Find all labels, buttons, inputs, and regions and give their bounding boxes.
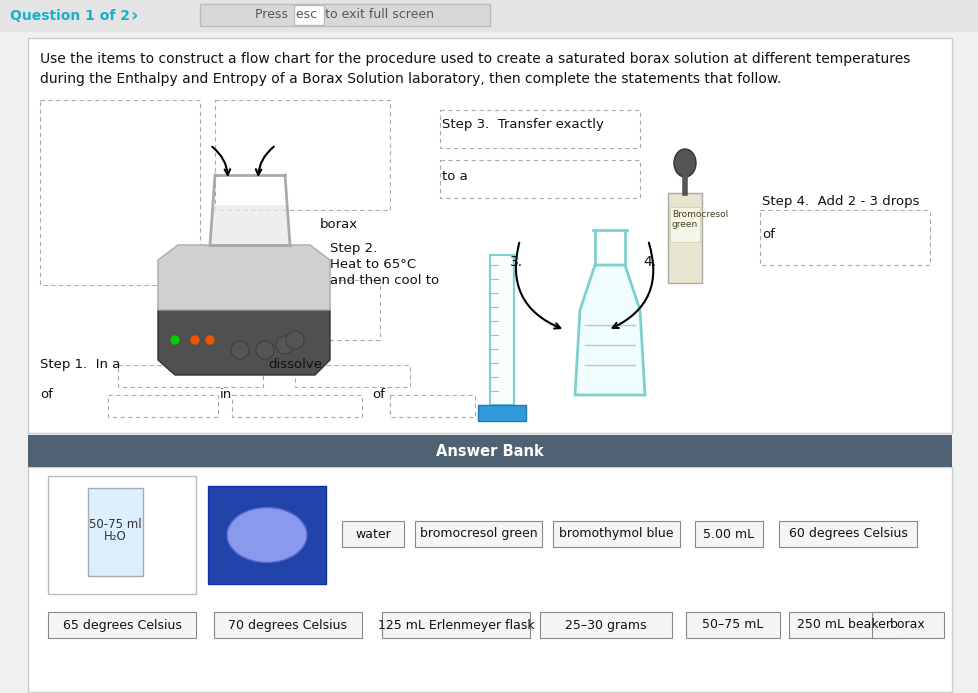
Circle shape	[191, 336, 199, 344]
Bar	[381, 612, 529, 638]
Bar	[778, 521, 916, 547]
Bar	[415, 521, 542, 547]
Polygon shape	[574, 265, 645, 395]
Text: bromothymol blue: bromothymol blue	[558, 527, 673, 541]
Text: 50-75 ml: 50-75 ml	[89, 518, 141, 531]
Bar	[0, 0, 978, 32]
Circle shape	[276, 336, 293, 354]
Text: 60 degrees Celsius: 60 degrees Celsius	[787, 527, 907, 541]
Bar	[232, 395, 362, 417]
Text: borax: borax	[889, 618, 925, 631]
Bar	[439, 110, 640, 148]
Text: of: of	[40, 388, 53, 401]
Text: Use the items to construct a flow chart for the procedure used to create a satur: Use the items to construct a flow chart …	[40, 52, 910, 66]
Text: Bromocresol
green: Bromocresol green	[671, 210, 728, 229]
Bar	[118, 365, 263, 387]
Text: of: of	[761, 228, 774, 241]
Text: borax: borax	[320, 218, 358, 231]
Text: Step 3.  Transfer exactly: Step 3. Transfer exactly	[441, 118, 603, 131]
Text: Question 1 of 2: Question 1 of 2	[10, 9, 130, 23]
Text: Step 1.  In a: Step 1. In a	[40, 358, 120, 371]
Bar	[553, 521, 680, 547]
Bar	[341, 521, 404, 547]
Bar	[667, 193, 701, 283]
Text: and then cool to: and then cool to	[330, 274, 439, 287]
Polygon shape	[157, 245, 330, 310]
Bar	[214, 612, 362, 638]
Text: 3.: 3.	[510, 255, 522, 269]
Text: during the Enthalpy and Entropy of a Borax Solution laboratory, then complete th: during the Enthalpy and Entropy of a Bor…	[40, 72, 780, 86]
Bar	[293, 5, 324, 25]
Text: 250 mL beaker: 250 mL beaker	[796, 618, 890, 631]
Text: to a: to a	[441, 170, 467, 183]
Bar	[759, 210, 929, 265]
Text: Heat to 65°C: Heat to 65°C	[330, 258, 416, 271]
FancyBboxPatch shape	[88, 488, 143, 576]
Text: Press  esc  to exit full screen: Press esc to exit full screen	[255, 8, 434, 21]
Text: in: in	[220, 388, 232, 401]
Text: bromocresol green: bromocresol green	[420, 527, 537, 541]
Bar	[477, 405, 525, 421]
Ellipse shape	[227, 507, 307, 563]
Text: 25–30 grams: 25–30 grams	[564, 618, 646, 631]
Polygon shape	[210, 205, 289, 245]
Bar	[389, 395, 474, 417]
Bar	[200, 4, 490, 26]
Bar	[439, 160, 640, 198]
Text: 125 mL Erlenmeyer flask: 125 mL Erlenmeyer flask	[378, 618, 534, 631]
Bar	[669, 207, 699, 242]
Bar	[490, 255, 513, 405]
Bar	[230, 280, 379, 340]
Polygon shape	[157, 310, 330, 375]
Text: 70 degrees Celsius: 70 degrees Celsius	[228, 618, 347, 631]
Ellipse shape	[673, 149, 695, 177]
Text: H₂O: H₂O	[104, 531, 126, 543]
Text: 50–75 mL: 50–75 mL	[701, 618, 763, 631]
Circle shape	[171, 336, 179, 344]
Bar	[108, 395, 218, 417]
Bar	[28, 435, 951, 467]
Circle shape	[205, 336, 214, 344]
Text: Step 2.: Step 2.	[330, 242, 377, 255]
Bar	[686, 612, 779, 638]
Bar	[207, 486, 326, 584]
Text: Step 4.  Add 2 - 3 drops: Step 4. Add 2 - 3 drops	[761, 195, 918, 208]
Bar	[788, 612, 898, 638]
Circle shape	[255, 341, 274, 359]
Bar	[28, 38, 951, 433]
Bar	[48, 476, 196, 594]
Bar	[48, 612, 196, 638]
Circle shape	[286, 331, 304, 349]
Circle shape	[231, 341, 248, 359]
Text: 5.00 mL: 5.00 mL	[703, 527, 754, 541]
Text: 65 degrees Celsius: 65 degrees Celsius	[63, 618, 181, 631]
Text: of: of	[372, 388, 384, 401]
Bar	[871, 612, 943, 638]
Bar	[215, 100, 389, 210]
Bar	[694, 521, 762, 547]
Text: Answer Bank: Answer Bank	[435, 444, 544, 459]
Text: ›: ›	[130, 7, 137, 25]
Bar	[294, 365, 410, 387]
Text: dissolve: dissolve	[268, 358, 322, 371]
Text: 4.: 4.	[643, 255, 655, 269]
Bar	[540, 612, 671, 638]
Text: water: water	[355, 527, 390, 541]
Bar	[28, 467, 951, 692]
Bar	[40, 100, 200, 285]
